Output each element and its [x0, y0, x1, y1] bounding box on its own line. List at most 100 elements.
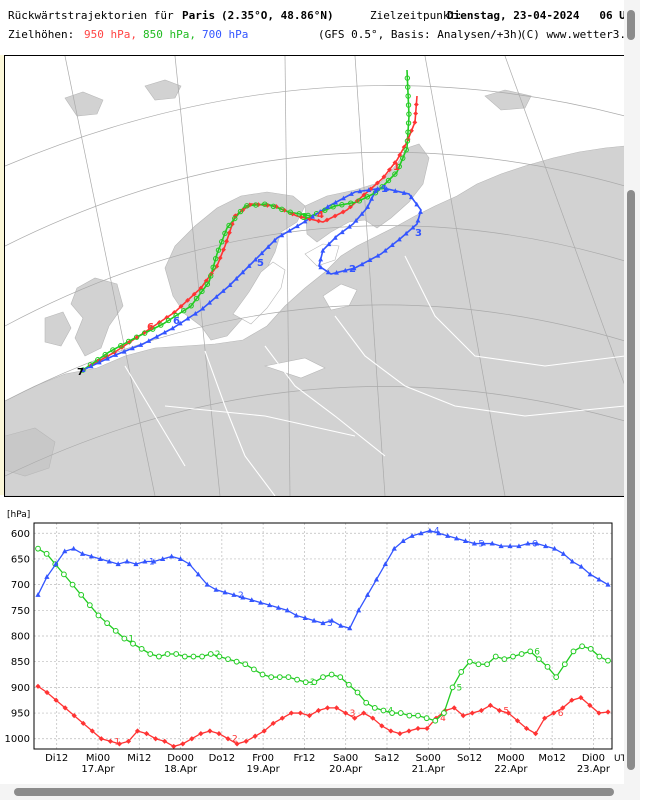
trajectory-point-blue — [129, 345, 135, 351]
trajectory-point-green — [142, 330, 148, 336]
trajectory-point-blue — [375, 186, 381, 191]
trajectory-point-red — [316, 218, 322, 224]
trajectory-point-blue — [351, 265, 357, 271]
data-point-blue — [79, 551, 86, 556]
trajectory-point-green — [188, 303, 194, 309]
series-line-red — [37, 685, 609, 748]
trajectory-point-blue — [146, 338, 152, 343]
data-point-green — [363, 699, 370, 706]
trajectory-point-blue — [272, 237, 277, 243]
marker-red-4: 4 — [317, 210, 324, 221]
trajectory-point-green — [364, 194, 371, 200]
x-date-label: 19.Apr — [247, 764, 281, 775]
trajectory-point-blue — [246, 263, 252, 268]
time-labels: 7 6 6 5 3 4 2 3 1 1 — [77, 162, 422, 378]
data-point-green — [579, 643, 585, 650]
data-point-blue — [62, 548, 68, 554]
data-point-blue — [115, 561, 121, 567]
vertical-scroll-thumb[interactable] — [627, 190, 635, 770]
scroll-thumb-upper[interactable] — [627, 10, 635, 40]
trajectory-point-blue — [185, 315, 191, 321]
data-point-green — [164, 651, 171, 657]
trajectory-point-green — [270, 203, 277, 210]
trajectory-point-blue — [220, 288, 226, 293]
data-point-red — [279, 715, 285, 721]
target-time: Dienstag, 23-04-2024 06 UTC — [447, 9, 640, 22]
data-point-blue — [400, 538, 406, 543]
data-point-red — [207, 728, 213, 734]
series-line-blue — [37, 530, 609, 630]
horizontal-scroll-thumb[interactable] — [14, 788, 614, 796]
y-tick-label: 700 — [11, 580, 30, 591]
data-point-red — [469, 710, 475, 716]
trajectory-point-green — [405, 93, 411, 99]
data-point-red — [487, 702, 493, 708]
trajectory-point-green — [279, 206, 285, 213]
horizontal-scrollbar[interactable] — [0, 784, 624, 800]
data-point-red — [53, 697, 59, 703]
trajectory-point-blue — [214, 294, 219, 299]
trajectory-point-blue — [333, 199, 338, 205]
data-point-green — [69, 581, 76, 588]
trajectory-point-blue — [410, 224, 416, 230]
data-point-red — [234, 741, 240, 747]
data-point-red — [297, 710, 303, 716]
data-point-green — [35, 545, 41, 552]
x-tick-label: Do12 — [209, 753, 236, 764]
trajectory-point-red — [224, 238, 229, 244]
data-point-red — [153, 736, 159, 742]
trajectory-point-red — [413, 102, 419, 107]
trajectory-point-red — [412, 120, 418, 125]
trajectory-point-blue — [192, 311, 198, 316]
header: Rückwärtstrajektorien für Paris (2.35°O,… — [0, 0, 639, 48]
data-point-green — [605, 657, 611, 664]
trajectory-point-blue — [341, 195, 346, 201]
data-point-blue — [543, 543, 549, 549]
trajectory-point-red — [221, 247, 226, 253]
trajectory-point-green — [180, 308, 187, 314]
series-day-label: 2 — [232, 735, 238, 745]
trajectory-point-blue — [279, 232, 285, 238]
data-point-red — [324, 705, 331, 711]
data-point-green — [570, 648, 577, 655]
data-point-red — [44, 689, 50, 696]
trajectory-point-red — [164, 315, 170, 320]
trajectory-point-green — [219, 239, 225, 245]
trajectory-point-green — [379, 184, 385, 190]
data-point-green — [199, 653, 205, 660]
series-day-label: 5 — [457, 683, 463, 693]
trajectory-point-green — [356, 198, 363, 204]
data-point-green — [337, 674, 344, 680]
data-point-green — [285, 674, 292, 680]
x-tick-label: So00 — [416, 753, 441, 764]
vertical-scrollbar[interactable] — [624, 0, 640, 800]
data-point-blue — [293, 612, 299, 618]
trajectory-point-blue — [121, 348, 127, 354]
data-point-red — [569, 697, 575, 703]
marker-red-6: 6 — [147, 322, 154, 333]
trajectory-point-green — [339, 202, 345, 208]
trajectory-point-blue — [357, 188, 363, 194]
data-point-green — [380, 707, 387, 714]
trajectory-point-blue — [367, 257, 373, 262]
data-point-blue — [284, 607, 290, 613]
trajectory-point-red — [348, 204, 353, 210]
trajectory-point-blue — [80, 367, 86, 372]
x-tick-label: Mo00 — [497, 753, 524, 764]
data-point-red — [333, 705, 340, 711]
trajectory-point-blue — [382, 247, 388, 253]
trajectory-point-blue — [359, 211, 365, 216]
series-line-green — [37, 548, 609, 722]
data-point-red — [189, 736, 195, 742]
series-day-label: 5 — [503, 706, 509, 716]
x-tick-label: Sa12 — [374, 753, 399, 764]
marker-red-1: 1 — [393, 162, 400, 173]
trajectory-point-green — [237, 208, 244, 215]
trajectory-point-blue — [342, 267, 348, 273]
trajectory-point-green — [158, 322, 164, 328]
data-point-blue — [204, 581, 210, 587]
marker-blue-1: 1 — [381, 184, 388, 195]
data-point-green — [432, 717, 439, 724]
trajectory-point-blue — [396, 236, 402, 242]
page-edge — [0, 55, 4, 495]
